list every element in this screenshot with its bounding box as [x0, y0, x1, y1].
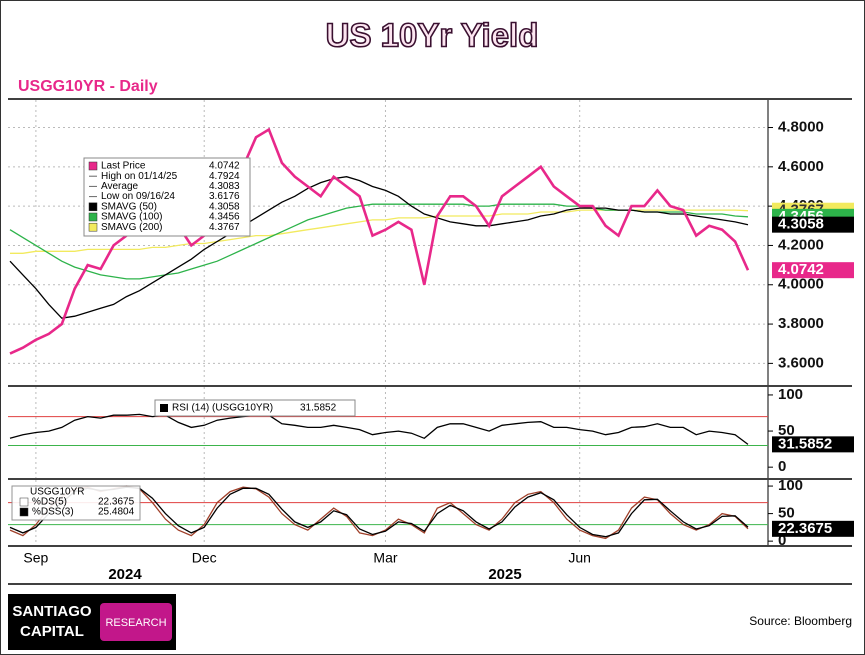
series-line [9, 413, 749, 445]
legend-value: 4.7924 [209, 171, 240, 182]
legend-title: USGG10YR [30, 487, 84, 498]
y-tick-label: 4.8000 [778, 118, 824, 135]
y-tick-label: 0 [778, 458, 786, 475]
x-tick-label: Jun [568, 550, 591, 566]
y-tick-label: 100 [778, 386, 803, 403]
logo-badge-text: RESEARCH [105, 617, 166, 629]
y-tick-label: 4.0000 [778, 276, 824, 293]
value-tag-label: 4.3058 [778, 216, 824, 233]
y-tick-label: 4.2000 [778, 236, 824, 253]
x-tick-label: Sep [23, 550, 48, 566]
legend-value: 3.6176 [209, 191, 240, 202]
legend-swatch [88, 161, 98, 171]
value-tag [772, 436, 854, 453]
legend-label: SMAVG (100) [101, 212, 163, 223]
legend-value: 4.3083 [209, 181, 240, 192]
legend [83, 157, 251, 237]
legend-value: 4.0742 [209, 161, 240, 172]
legend-label: High on 01/14/25 [101, 171, 178, 182]
legend-value: 4.3767 [209, 222, 240, 233]
year-label: 2024 [108, 566, 142, 583]
value-tag-label: 4.0742 [778, 261, 824, 278]
legend-value: 22.3675 [98, 497, 135, 508]
subtitle: USGG10YR - Daily [18, 78, 158, 95]
legend-label: SMAVG (200) [101, 222, 163, 233]
page-title: US 10Yr Yield [326, 17, 539, 54]
source: Source: Bloomberg [749, 614, 852, 628]
logo-text: CAPITAL [20, 623, 84, 640]
legend-value: 25.4804 [98, 507, 135, 518]
y-tick-label: 4.6000 [778, 158, 824, 175]
legend-value: 4.3058 [209, 201, 240, 212]
y-tick-label: 50 [778, 505, 795, 522]
value-tag-label: 22.3675 [778, 520, 832, 537]
value-tag [772, 520, 854, 537]
legend-value: 31.5852 [300, 403, 337, 414]
logo-text: SANTIAGO [12, 603, 92, 620]
legend-swatch [19, 507, 29, 517]
legend-value: 4.3456 [209, 212, 240, 223]
x-tick-label: Dec [192, 550, 217, 566]
x-tick-label: Mar [373, 550, 397, 566]
y-tick-label: 50 [778, 422, 795, 439]
legend-label: Average [101, 181, 139, 192]
legend-swatch [88, 202, 98, 212]
value-tag [772, 216, 854, 233]
legend-label: SMAVG (50) [101, 201, 157, 212]
legend-label: RSI (14) (USGG10YR) [172, 403, 273, 414]
legend-swatch [19, 497, 29, 507]
y-tick-label: 100 [778, 477, 803, 494]
value-tag-label: 31.5852 [778, 435, 832, 452]
legend-label: Last Price [101, 161, 146, 172]
legend-label: %DSS(3) [32, 507, 74, 518]
y-tick-label: 0 [778, 532, 786, 549]
legend-label: Low on 09/16/24 [101, 191, 175, 202]
year-label: 2025 [488, 566, 521, 583]
legend-swatch [160, 404, 168, 412]
y-tick-label: 3.6000 [778, 354, 824, 371]
series-line [9, 176, 749, 319]
legend-swatch [88, 212, 98, 222]
legend [11, 485, 141, 521]
value-tag [772, 262, 854, 279]
legend-label: %DS(5) [32, 497, 67, 508]
legend [154, 399, 356, 417]
legend-swatch [88, 222, 98, 232]
logo-badge [100, 603, 172, 641]
y-tick-label: 3.8000 [778, 315, 824, 332]
